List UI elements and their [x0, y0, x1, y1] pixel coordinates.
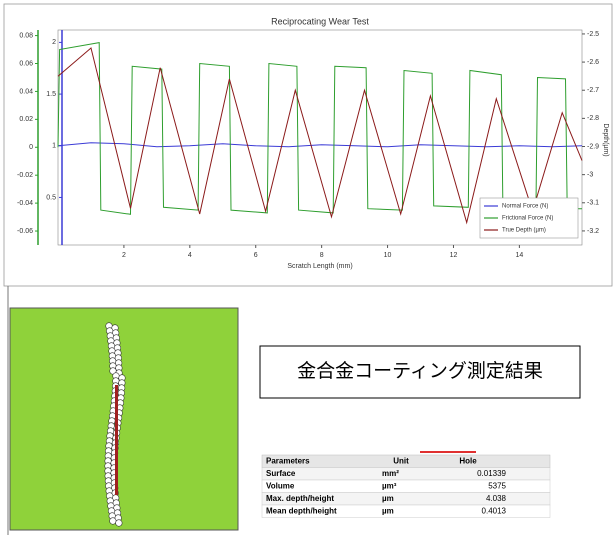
table-header: Hole: [459, 456, 477, 465]
table-cell: 4.038: [486, 494, 507, 503]
legend-label: True Depth (µm): [502, 228, 546, 234]
table-row: [262, 468, 550, 481]
surface-image: [10, 308, 238, 530]
y-tick-label: -0.02: [17, 172, 33, 179]
results-table: Parameters Unit Hole Surface mm² 0.01339 Volum…: [262, 455, 550, 518]
y3-tick-label: 1: [52, 143, 56, 150]
y-tick-label: 0.02: [19, 116, 33, 123]
x-tick-label: 14: [515, 252, 523, 259]
y-tick-label: -0.04: [17, 200, 33, 207]
y3-tick-label: 1.5: [46, 91, 56, 98]
chart-frame: [4, 4, 612, 286]
page: Reciprocating Wear Test Scratch Length (…: [0, 0, 616, 535]
y2-tick-label: -2.6: [587, 59, 599, 66]
chart-title: Reciprocating Wear Test: [271, 16, 369, 26]
y-tick-label: 0.04: [19, 88, 33, 95]
y2-tick-label: -3: [587, 171, 593, 178]
table-cell: Max. depth/height: [266, 494, 334, 503]
y-tick-label: -0.06: [17, 228, 33, 235]
legend-label: Frictional Force (N): [502, 216, 553, 222]
y3-tick-label: 0.5: [46, 194, 56, 201]
y2-tick-label: -2.5: [587, 31, 599, 38]
y-tick-label: 0.08: [19, 32, 33, 39]
x-tick-label: 4: [188, 252, 192, 259]
x-tick-label: 10: [384, 252, 392, 259]
table-cell: mm²: [382, 469, 399, 478]
y3-tick-label: 2: [52, 39, 56, 46]
x-tick-label: 6: [254, 252, 258, 259]
track-dot: [110, 518, 117, 525]
table-cell: 5375: [488, 481, 506, 490]
legend-label: Normal Force (N): [502, 204, 548, 210]
y2-tick-label: -2.8: [587, 115, 599, 122]
y2-tick-label: -3.1: [587, 200, 599, 207]
track-core: [115, 385, 118, 495]
y-tick-label: 0: [29, 144, 33, 151]
x-tick-label: 8: [320, 252, 324, 259]
y2-tick-label: -3.2: [587, 228, 599, 235]
x-tick-label: 12: [450, 252, 458, 259]
label-text: 金合金コーティング測定結果: [297, 360, 543, 382]
y2-tick-label: -2.7: [587, 87, 599, 94]
table-cell: 0.01339: [477, 469, 506, 478]
x-axis-label: Scratch Length (mm): [287, 263, 352, 270]
table-cell: µm³: [382, 481, 397, 490]
table-cell: Mean depth/height: [266, 506, 337, 515]
track-dot: [116, 520, 123, 527]
y2-tick-label: -2.9: [587, 143, 599, 150]
table-cell: µm: [382, 494, 394, 503]
table-row: [262, 480, 550, 493]
y2-axis-label: Depth(µm): [602, 123, 609, 156]
table-header: Unit: [393, 456, 409, 465]
table-cell: µm: [382, 506, 394, 515]
table-header: Parameters: [266, 456, 310, 465]
y-tick-label: 0.06: [19, 60, 33, 67]
table-cell: Volume: [266, 481, 295, 490]
table-cell: 0.4013: [482, 506, 507, 515]
table-cell: Surface: [266, 469, 296, 478]
x-tick-label: 2: [122, 252, 126, 259]
